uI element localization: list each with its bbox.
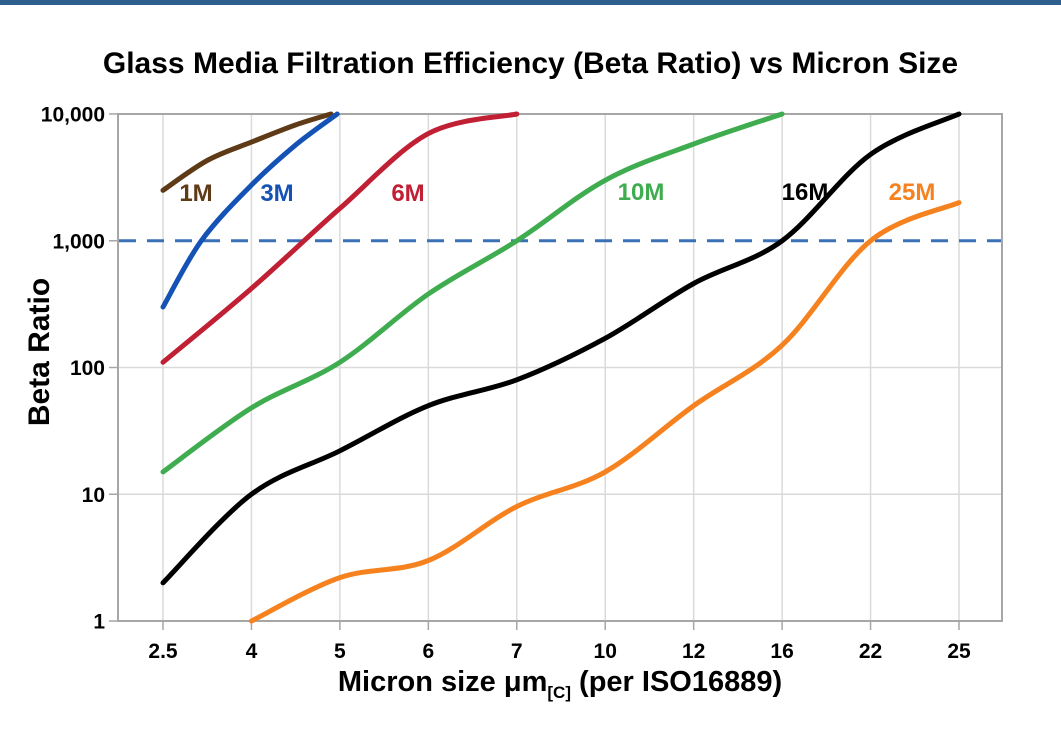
series-curve-3M xyxy=(160,111,340,310)
series-label-25M: 25M xyxy=(889,179,936,206)
y-tick-label-1,000: 1,000 xyxy=(52,230,105,253)
x-axis-title-subscript: [C] xyxy=(547,683,571,702)
series-curve-6M xyxy=(160,111,520,365)
top-accent-bar xyxy=(0,0,1061,5)
y-tick-label-10,000: 10,000 xyxy=(41,104,105,127)
x-tick-label-4: 4 xyxy=(246,640,258,663)
series-label-1M: 1M xyxy=(179,180,212,207)
x-tick-label-16: 16 xyxy=(770,640,793,663)
x-tick-label-2.5: 2.5 xyxy=(148,640,178,663)
series-label-6M: 6M xyxy=(391,180,424,207)
x-axis-title-suffix: (per ISO16889) xyxy=(570,666,783,698)
chart-title: Glass Media Filtration Efficiency (Beta … xyxy=(102,47,959,80)
series-curve-16M xyxy=(160,111,962,586)
x-tick-label-10: 10 xyxy=(594,640,617,663)
y-tick-label-10: 10 xyxy=(82,484,105,507)
series-label-3M: 3M xyxy=(260,180,293,207)
x-tick-label-22: 22 xyxy=(859,640,882,663)
y-tick-label-100: 100 xyxy=(70,357,105,380)
x-tick-label-7: 7 xyxy=(511,640,523,663)
x-tick-label-12: 12 xyxy=(682,640,705,663)
series-curve-1M xyxy=(160,111,334,193)
y-axis-title: Beta Ratio xyxy=(23,277,56,427)
plot-border xyxy=(117,113,1003,622)
x-axis-title: Micron size μm[C] (per ISO16889) xyxy=(338,666,782,703)
series-curve-25M xyxy=(248,200,962,624)
y-tick-label-1: 1 xyxy=(93,611,105,634)
series-curve-10M xyxy=(160,111,785,475)
x-axis-title-main: Micron size μm xyxy=(337,666,548,698)
x-tick-label-6: 6 xyxy=(422,640,434,663)
x-tick-label-25: 25 xyxy=(947,640,971,663)
series-label-10M: 10M xyxy=(618,179,665,206)
series-label-16M: 16M xyxy=(782,179,829,206)
x-tick-label-5: 5 xyxy=(334,640,346,663)
